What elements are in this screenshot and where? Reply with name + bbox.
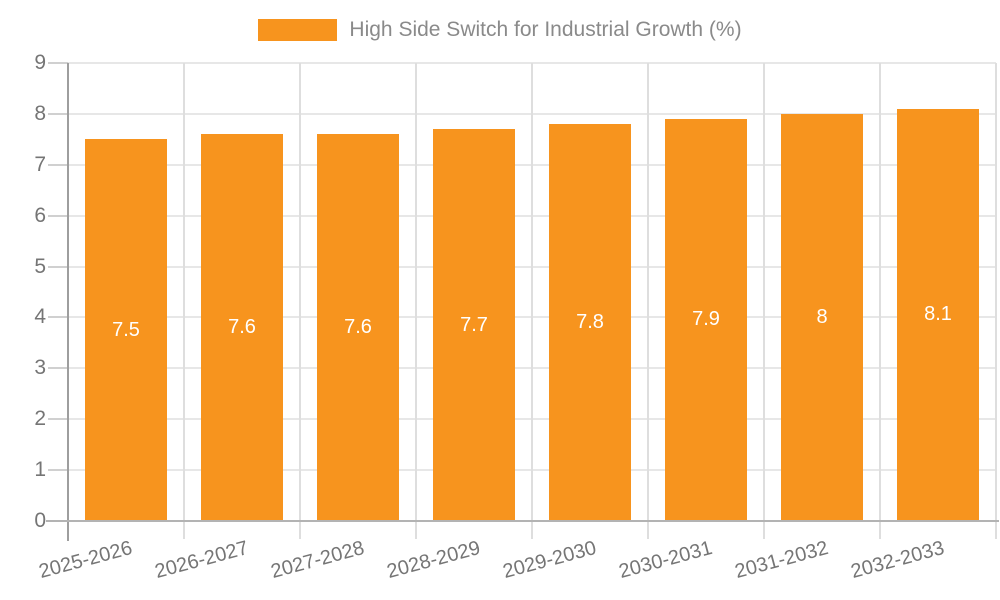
y-axis-tick-label: 4: [34, 305, 46, 329]
x-axis-tick-label: 2029-2030: [500, 537, 599, 584]
chart-legend: High Side Switch for Industrial Growth (…: [0, 18, 1000, 42]
y-tick-mark: [48, 62, 68, 64]
x-axis-tick-label: 2030-2031: [616, 537, 715, 584]
y-tick-mark: [48, 163, 68, 166]
bar-value-label: 8: [816, 305, 828, 328]
x-gridline: [299, 63, 301, 539]
y-axis-tick-label: 9: [34, 51, 46, 74]
bar-value-label: 7.9: [692, 308, 720, 331]
y-tick-mark: [48, 418, 68, 421]
bar: 7.6: [201, 134, 283, 521]
x-gridline: [879, 63, 881, 539]
bar: 7.5: [85, 139, 167, 521]
y-tick-mark: [48, 469, 68, 472]
y-axis-tick-label: 8: [34, 101, 46, 125]
y-axis-tick-label: 2: [34, 407, 46, 431]
y-tick-mark: [48, 112, 68, 115]
bar: 7.8: [549, 124, 631, 521]
legend-label: High Side Switch for Industrial Growth (…: [349, 18, 742, 41]
x-axis-tick-label: 2031-2032: [732, 537, 831, 584]
x-axis-tick-label: 2026-2027: [152, 537, 251, 584]
y-axis-line: [67, 63, 69, 541]
y-tick-mark: [48, 265, 68, 268]
bar-value-label: 7.6: [228, 316, 256, 339]
bar: 7.6: [317, 134, 399, 521]
y-tick-mark: [48, 316, 68, 319]
y-tick-mark: [48, 367, 68, 370]
bar-value-label: 7.5: [112, 318, 140, 341]
x-gridline: [183, 63, 185, 539]
bar: 7.9: [665, 118, 747, 521]
y-axis-tick-label: 7: [34, 152, 46, 176]
bar-value-label: 7.6: [344, 316, 372, 339]
x-gridline: [763, 63, 765, 539]
bar: 8.1: [897, 108, 979, 521]
bar: 8: [781, 113, 863, 521]
y-axis-tick-label: 6: [34, 203, 46, 227]
bar-value-label: 7.7: [460, 313, 488, 336]
bar-value-label: 8.1: [924, 303, 952, 326]
x-gridline: [531, 63, 533, 539]
x-gridline: [415, 63, 417, 539]
x-axis-baseline: [46, 520, 999, 522]
y-axis-tick-label: 5: [34, 254, 46, 278]
bar: 7.7: [433, 129, 515, 521]
y-axis-tick-label: 1: [34, 458, 46, 482]
x-gridline: [647, 63, 649, 539]
x-axis-tick-label: 2027-2028: [268, 537, 367, 584]
y-axis-tick-label: 3: [34, 356, 46, 380]
y-tick-mark: [48, 214, 68, 217]
x-axis-tick-label: 2028-2029: [384, 537, 483, 584]
bar-value-label: 7.8: [576, 311, 604, 334]
legend-swatch-icon: [258, 19, 338, 41]
x-axis-tick-label: 2032-2033: [848, 537, 947, 584]
x-gridline: [995, 63, 997, 539]
y-axis-tick-label: 0: [34, 509, 46, 532]
x-axis-tick-label: 2025-2026: [36, 537, 135, 584]
